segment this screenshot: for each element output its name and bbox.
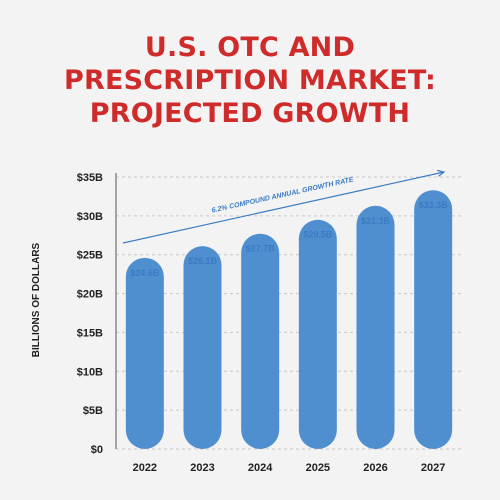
y-tick-label: $10B [77,366,103,378]
growth-annotation: 6.2% COMPOUND ANNUAL GROWTH RATE [122,169,446,244]
bars [125,190,453,449]
x-tick-label: 2025 [306,462,330,474]
gridlines [116,176,462,450]
bar [298,219,337,449]
bar-value-label: $24.6B [130,268,160,278]
growth-annotation-label: 6.2% COMPOUND ANNUAL GROWTH RATE [211,176,354,214]
y-tick-label: $0 [91,444,103,456]
y-tick-label: $5B [83,405,103,417]
bar-value-label: $31.3B [361,216,391,226]
title-line-1: U.S. OTC AND [144,32,356,63]
x-axis: 2022 2023 2024 2025 2026 2027 [133,462,446,474]
y-tick-label: $20B [77,289,103,301]
bar-value-label: $33.3B [419,200,449,210]
bar [414,190,453,449]
y-tick-label: $15B [77,327,103,339]
x-tick-label: 2024 [248,462,273,474]
y-tick-label: $30B [77,211,103,223]
arrow-head-icon [437,169,446,177]
bar [183,246,222,449]
bar-value-label: $27.7B [246,244,276,254]
title-line-3: PROJECTED GROWTH [89,98,411,129]
x-tick-label: 2022 [133,462,157,474]
x-tick-label: 2026 [363,462,387,474]
bar-value-label: $29.5B [303,230,333,240]
x-tick-label: 2023 [190,462,214,474]
value-labels: $24.6B $26.1B $27.7B $29.5B $31.3B $33.3B [130,200,448,278]
y-tick-label: $35B [77,172,103,184]
y-tick-label: $25B [77,250,103,262]
x-tick-label: 2027 [421,462,445,474]
growth-arrow-line [122,171,445,244]
bar [356,205,395,449]
y-axis-label: BILLIONS OF DOLLARS [31,242,42,357]
bar [241,233,280,449]
title-line-2: PRESCRIPTION MARKET: [64,65,436,96]
bar [125,257,164,449]
bar-value-label: $26.1B [188,256,218,266]
y-axis: $0 $5B $10B $15B $20B $25B $30B $35B [77,172,117,456]
